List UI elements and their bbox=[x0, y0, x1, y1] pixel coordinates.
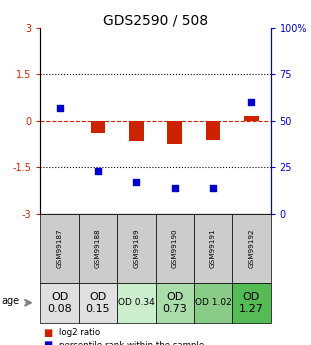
Text: GSM99190: GSM99190 bbox=[172, 229, 178, 268]
Text: ■: ■ bbox=[44, 328, 53, 338]
Text: GSM99189: GSM99189 bbox=[133, 229, 139, 268]
Point bbox=[249, 99, 254, 105]
Text: OD
0.73: OD 0.73 bbox=[162, 292, 187, 314]
Bar bbox=[244, 116, 259, 121]
Text: GDS2590 / 508: GDS2590 / 508 bbox=[103, 14, 208, 28]
Text: age: age bbox=[2, 296, 20, 306]
Point bbox=[172, 185, 177, 190]
Point bbox=[134, 179, 139, 185]
Bar bbox=[129, 121, 144, 141]
Text: OD
0.08: OD 0.08 bbox=[47, 292, 72, 314]
Text: OD 1.02: OD 1.02 bbox=[195, 298, 231, 307]
Point bbox=[95, 168, 100, 174]
Text: OD
1.27: OD 1.27 bbox=[239, 292, 264, 314]
Text: GSM99192: GSM99192 bbox=[248, 229, 254, 268]
Text: GSM99187: GSM99187 bbox=[57, 229, 63, 268]
Text: log2 ratio: log2 ratio bbox=[59, 328, 100, 337]
Point bbox=[211, 185, 216, 190]
Text: OD
0.15: OD 0.15 bbox=[86, 292, 110, 314]
Text: GSM99188: GSM99188 bbox=[95, 229, 101, 268]
Point bbox=[57, 105, 62, 110]
Bar bbox=[91, 121, 105, 132]
Text: percentile rank within the sample: percentile rank within the sample bbox=[59, 341, 204, 345]
Text: GSM99191: GSM99191 bbox=[210, 229, 216, 268]
Bar bbox=[167, 121, 182, 144]
Text: OD 0.34: OD 0.34 bbox=[118, 298, 155, 307]
Bar bbox=[206, 121, 220, 140]
Text: ■: ■ bbox=[44, 340, 53, 345]
